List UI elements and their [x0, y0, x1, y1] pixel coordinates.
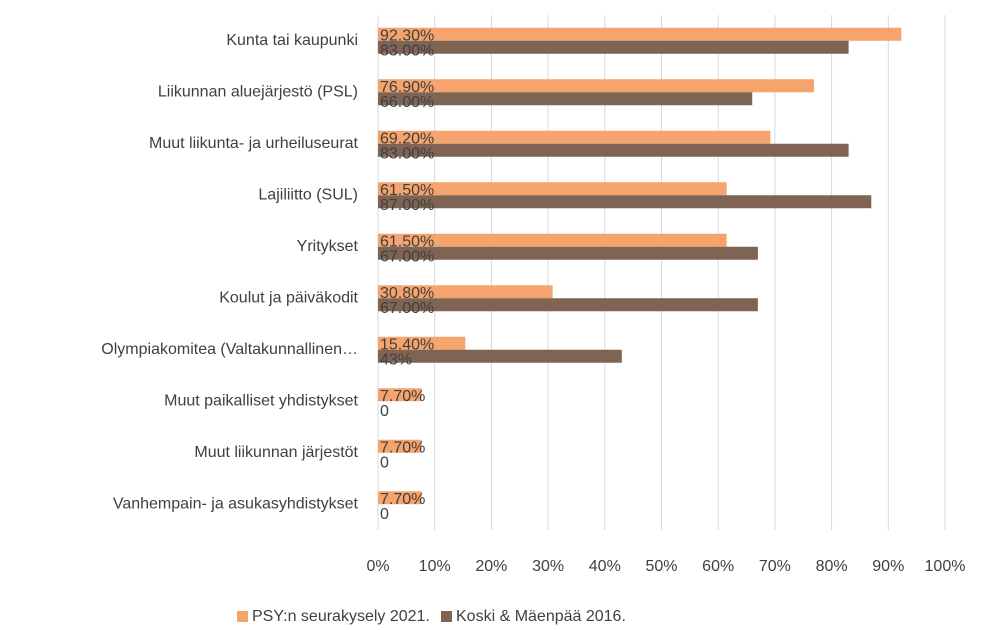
x-tick-label: 20%: [475, 558, 507, 575]
bar: [378, 491, 422, 505]
legend-label: Koski & Mäenpää 2016.: [456, 608, 626, 625]
y-tick-label: Yritykset: [297, 238, 359, 255]
bar: [378, 79, 815, 93]
data-label: 69.20%: [380, 130, 434, 147]
data-label: 30.80%: [380, 285, 434, 302]
data-label: 7.70%: [380, 388, 425, 405]
y-tick-label: Olympiakomitea (Valtakunnallinen…: [101, 341, 358, 358]
x-tick-label: 60%: [702, 558, 734, 575]
data-label: 7.70%: [380, 439, 425, 456]
data-label: 43%: [380, 351, 412, 368]
x-tick-label: 70%: [759, 558, 791, 575]
data-label: 61.50%: [380, 233, 434, 250]
data-label: 67.00%: [380, 300, 434, 317]
x-tick-label: 30%: [532, 558, 564, 575]
y-tick-label: Lajiliitto (SUL): [258, 186, 358, 203]
x-tick-label: 80%: [816, 558, 848, 575]
data-label: 76.90%: [380, 79, 434, 96]
bar: [378, 285, 553, 299]
bar: [378, 349, 622, 363]
bar: [378, 336, 466, 350]
legend-label: PSY:n seurakysely 2021.: [252, 608, 430, 625]
data-label: 92.30%: [380, 27, 434, 44]
bar: [378, 246, 758, 260]
x-tick-label: 50%: [645, 558, 677, 575]
bar: [378, 233, 727, 247]
y-tick-label: Muut paikalliset yhdistykset: [164, 392, 358, 409]
bar: [378, 143, 849, 157]
x-tick-label: 90%: [872, 558, 904, 575]
bar: [378, 182, 727, 196]
data-label: 0: [380, 506, 389, 523]
bar: [378, 388, 422, 402]
data-label: 61.50%: [380, 182, 434, 199]
x-tick-label: 10%: [419, 558, 451, 575]
data-label: 0: [380, 454, 389, 471]
y-tick-label: Koulut ja päiväkodit: [219, 289, 358, 306]
y-tick-label: Liikunnan aluejärjestö (PSL): [158, 83, 358, 100]
bar: [378, 92, 753, 106]
legend-swatch: [441, 611, 452, 622]
x-tick-label: 0%: [366, 558, 389, 575]
data-label: 15.40%: [380, 336, 434, 353]
data-label: 87.00%: [380, 197, 434, 214]
bar: [378, 195, 872, 209]
y-tick-label: Muut liikunnan järjestöt: [194, 444, 358, 461]
data-label: 83.00%: [380, 145, 434, 162]
data-label: 0: [380, 403, 389, 420]
legend-swatch: [237, 611, 248, 622]
data-label: 66.00%: [380, 94, 434, 111]
y-tick-label: Muut liikunta- ja urheiluseurat: [149, 135, 359, 152]
x-tick-label: 40%: [589, 558, 621, 575]
data-label: 67.00%: [380, 248, 434, 265]
bar: [378, 40, 849, 54]
bar: [378, 298, 758, 312]
data-label: 7.70%: [380, 491, 425, 508]
bar: [378, 439, 422, 453]
x-tick-label: 100%: [925, 558, 966, 575]
data-label: 83.00%: [380, 42, 434, 59]
y-tick-label: Kunta tai kaupunki: [226, 32, 358, 49]
bar: [378, 130, 771, 144]
y-tick-label: Vanhempain- ja asukasyhdistykset: [113, 495, 359, 512]
bar: [378, 27, 902, 41]
